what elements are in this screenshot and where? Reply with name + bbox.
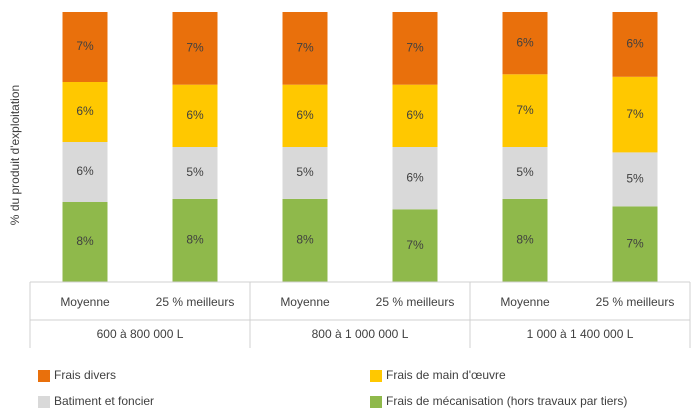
- legend-label: Batiment et foncier: [54, 394, 154, 408]
- bar-segment: [282, 198, 328, 282]
- x-tick-label: 25 % meilleurs: [156, 295, 235, 309]
- bar-segment: [282, 147, 328, 199]
- bar-segment: [502, 74, 548, 147]
- data-label: 7%: [406, 41, 424, 55]
- bar-segment: [392, 84, 438, 147]
- data-label: 5%: [296, 165, 314, 179]
- group-label: 800 à 1 000 000 L: [312, 327, 409, 341]
- bar-segment: [612, 12, 658, 77]
- data-label: 7%: [296, 41, 314, 55]
- y-axis-label: % du produit d'exploitation: [8, 85, 22, 225]
- bar-segment: [502, 147, 548, 199]
- bar-segment: [282, 12, 328, 85]
- data-label: 6%: [516, 35, 534, 49]
- data-label: 8%: [186, 233, 204, 247]
- x-tick-label: 25 % meilleurs: [596, 295, 675, 309]
- legend-label: Frais de mécanisation (hors travaux par …: [386, 394, 627, 408]
- x-tick-label: 25 % meilleurs: [376, 295, 455, 309]
- bar-segment: [172, 84, 218, 147]
- bar-segment: [612, 152, 658, 207]
- data-label: 5%: [186, 165, 204, 179]
- bar-segment: [62, 82, 108, 142]
- bar-segment: [172, 147, 218, 199]
- bar-segment: [612, 206, 658, 282]
- data-label: 5%: [516, 165, 534, 179]
- x-tick-label: Moyenne: [60, 295, 110, 309]
- group-label: 1 000 à 1 400 000 L: [527, 327, 634, 341]
- bar-segment: [392, 209, 438, 282]
- data-label: 5%: [626, 172, 644, 186]
- legend-label: Frais divers: [54, 368, 116, 382]
- data-label: 6%: [76, 164, 94, 178]
- data-label: 8%: [516, 233, 534, 247]
- data-label: 7%: [76, 39, 94, 53]
- bar-segment: [62, 142, 108, 202]
- data-label: 8%: [76, 234, 94, 248]
- data-label: 6%: [76, 104, 94, 118]
- data-label: 7%: [406, 238, 424, 252]
- bar-segment: [62, 12, 108, 82]
- data-label: 6%: [626, 37, 644, 51]
- group-label: 600 à 800 000 L: [97, 327, 184, 341]
- data-label: 6%: [406, 170, 424, 184]
- legend-label: Frais de main d'œuvre: [386, 368, 506, 382]
- legend-swatch: [370, 370, 382, 382]
- data-label: 7%: [626, 107, 644, 121]
- data-label: 7%: [186, 41, 204, 55]
- legend-swatch: [370, 396, 382, 408]
- x-tick-label: Moyenne: [280, 295, 330, 309]
- data-label: 6%: [406, 108, 424, 122]
- bar-segment: [392, 12, 438, 85]
- bar-segment: [392, 147, 438, 210]
- bar-segment: [282, 84, 328, 147]
- bar-segment: [612, 76, 658, 153]
- data-label: 7%: [516, 103, 534, 117]
- x-tick-label: Moyenne: [500, 295, 550, 309]
- bar-segment: [172, 12, 218, 85]
- bar-segment: [62, 202, 108, 282]
- legend-swatch: [38, 396, 50, 408]
- data-label: 8%: [296, 233, 314, 247]
- data-label: 6%: [296, 108, 314, 122]
- legend-swatch: [38, 370, 50, 382]
- data-label: 7%: [626, 236, 644, 250]
- data-label: 6%: [186, 108, 204, 122]
- bar-segment: [172, 198, 218, 282]
- bar-segment: [502, 12, 548, 75]
- bar-segment: [502, 198, 548, 282]
